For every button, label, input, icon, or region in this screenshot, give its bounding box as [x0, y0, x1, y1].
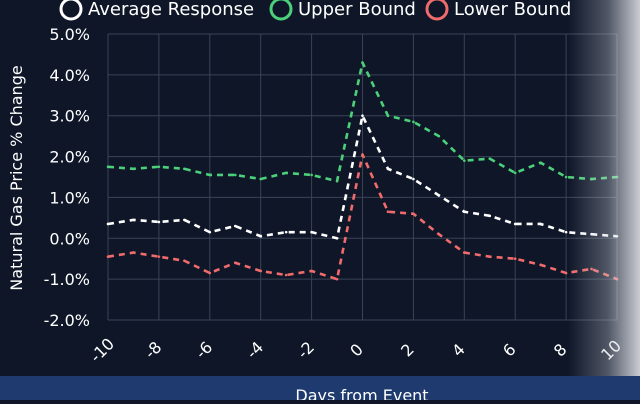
data-point	[590, 267, 593, 271]
data-point	[539, 263, 542, 267]
data-point	[157, 255, 161, 258]
x-tick-label: -4	[242, 338, 267, 363]
data-point	[488, 157, 492, 160]
data-point	[590, 177, 593, 181]
legend: Average Response Upper Bound Lower Bound	[59, 0, 571, 21]
data-point	[335, 277, 339, 281]
data-point	[284, 230, 288, 234]
data-point	[233, 261, 237, 265]
y-tick-label: -1.0%	[44, 270, 90, 289]
data-point	[539, 161, 542, 164]
data-point	[488, 255, 492, 258]
data-point	[335, 179, 339, 183]
x-tick-label: -10	[86, 334, 118, 366]
x-tick-label: -8	[141, 338, 166, 363]
data-point	[361, 153, 364, 156]
data-point	[386, 167, 390, 171]
data-point	[513, 171, 517, 175]
data-point	[284, 171, 288, 175]
data-point	[437, 194, 441, 197]
data-point	[615, 234, 619, 238]
data-point	[564, 175, 568, 179]
data-point	[208, 230, 212, 234]
data-point	[437, 134, 441, 138]
data-point	[183, 259, 186, 263]
data-point	[157, 220, 161, 224]
x-tick-label: -6	[192, 338, 217, 363]
x-tick-label: 4	[448, 340, 469, 361]
data-point	[412, 177, 415, 181]
y-tick-labels: -2.0% -1.0% 0.0% 1.0% 2.0% 3.0% 4.0% 5.0%	[44, 25, 90, 330]
x-tick-label: 2	[397, 340, 418, 361]
y-tick-label: 1.0%	[49, 188, 90, 207]
legend-label: Upper Bound	[298, 0, 416, 20]
data-point	[208, 271, 212, 275]
y-tick-label: 3.0%	[49, 107, 90, 126]
y-tick-label: 2.0%	[49, 148, 90, 167]
data-point	[412, 120, 415, 124]
data-point	[437, 232, 441, 236]
x-tick-label: 8	[550, 340, 571, 361]
data-point	[106, 165, 110, 169]
data-point	[463, 159, 466, 162]
data-point	[310, 173, 313, 177]
data-point	[132, 218, 135, 222]
data-point	[183, 167, 186, 171]
y-axis-label: Natural Gas Price % Change	[7, 65, 26, 290]
data-point	[259, 234, 263, 238]
legend-label: Average Response	[88, 0, 254, 20]
data-point	[412, 212, 415, 216]
data-point	[310, 269, 313, 273]
data-point	[463, 210, 466, 214]
data-point	[513, 222, 517, 226]
data-point	[106, 255, 110, 258]
y-tick-label: 0.0%	[49, 229, 90, 248]
data-point	[539, 222, 542, 226]
y-tick-label: -2.0%	[44, 311, 90, 330]
data-point	[361, 61, 364, 64]
data-point	[361, 114, 364, 118]
x-axis-label: Days from Event	[295, 386, 428, 400]
data-point	[132, 167, 135, 171]
x-tick-label: -2	[293, 338, 318, 363]
legend-marker-icon	[269, 0, 293, 21]
x-tick-label: 6	[499, 340, 520, 361]
x-axis-label-band: Days from Event	[0, 376, 640, 404]
data-point	[564, 230, 568, 234]
data-point	[590, 232, 593, 236]
data-point	[615, 175, 619, 179]
x-tick-labels: -10 -8 -6 -4 -2 0 2 4 6 8 10	[86, 334, 625, 366]
data-point	[310, 230, 313, 234]
data-point	[513, 257, 517, 261]
legend-marker-icon	[59, 0, 83, 21]
legend-label: Lower Bound	[454, 0, 571, 20]
data-point	[615, 277, 619, 281]
series-line-average-response	[107, 114, 618, 240]
x-tick-label: 0	[346, 340, 367, 361]
y-tick-label: 4.0%	[49, 66, 90, 85]
data-point	[208, 173, 212, 177]
data-point	[488, 214, 492, 218]
x-tick-label: 10	[597, 336, 625, 364]
data-point	[463, 251, 466, 254]
data-point	[335, 236, 339, 240]
data-point	[233, 173, 237, 177]
data-point	[259, 269, 263, 273]
data-point	[132, 251, 135, 254]
data-point	[259, 177, 263, 181]
data-point	[564, 271, 568, 275]
data-point	[284, 273, 288, 277]
y-tick-label: 5.0%	[49, 25, 90, 44]
data-point	[233, 224, 237, 228]
data-point	[106, 222, 110, 226]
data-point	[157, 165, 161, 169]
legend-marker-icon	[425, 0, 449, 21]
data-point	[386, 210, 390, 214]
data-point	[183, 218, 186, 222]
data-point	[386, 114, 390, 118]
grid	[107, 33, 618, 321]
